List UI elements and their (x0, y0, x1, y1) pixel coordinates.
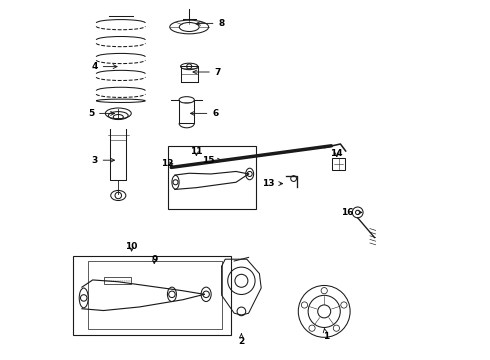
Text: 2: 2 (238, 334, 245, 346)
Text: 1: 1 (323, 329, 329, 341)
Text: 7: 7 (193, 68, 221, 77)
Bar (332, 158, 345, 170)
Bar (73, 256, 231, 335)
Bar (103, 278, 130, 284)
Text: 3: 3 (92, 156, 115, 165)
Text: 11: 11 (190, 147, 203, 156)
Text: 12: 12 (161, 159, 174, 168)
Text: 14: 14 (330, 149, 343, 158)
Text: 4: 4 (91, 62, 117, 71)
Text: 5: 5 (88, 109, 115, 118)
Bar (88, 261, 221, 329)
Text: 15: 15 (202, 156, 221, 165)
Text: 9: 9 (151, 255, 157, 264)
Text: 16: 16 (342, 208, 362, 217)
Text: 10: 10 (125, 242, 138, 251)
Text: 6: 6 (191, 109, 219, 118)
Text: 13: 13 (262, 179, 283, 188)
Text: 8: 8 (196, 19, 225, 28)
Bar (168, 146, 256, 209)
